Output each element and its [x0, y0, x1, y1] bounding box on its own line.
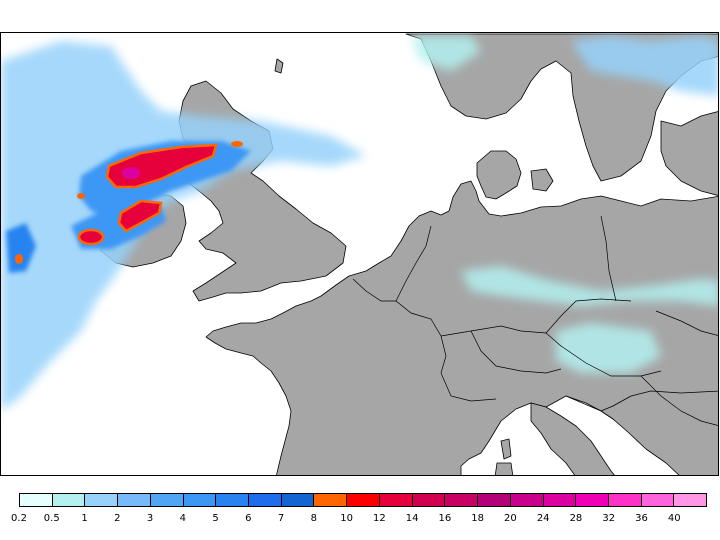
legend-tick-label: 14 [405, 513, 419, 524]
legend-swatch [576, 494, 609, 506]
legend-colorbar [19, 493, 707, 507]
precip-orange-nw [77, 193, 85, 199]
legend-swatch [478, 494, 511, 506]
legend-tick-label: 16 [438, 513, 452, 524]
legend-tick-label: 1 [81, 513, 88, 524]
legend-tick-label: 7 [277, 513, 285, 524]
legend-tick-label: 24 [536, 513, 550, 524]
legend-swatch [314, 494, 348, 506]
corsica [500, 438, 512, 460]
legend-tick-label: 20 [504, 513, 517, 524]
precip-atlantic-band [1, 41, 366, 411]
legend-swatch [216, 494, 250, 506]
legend-swatch [608, 494, 642, 506]
legend-tick-label: 0.5 [43, 513, 60, 524]
precip-orange-w [15, 254, 23, 264]
legend-labels: 0.2 0.5 1 2 3 4 5 6 7 8 10 12 14 16 18 20 24 28 32 36 40 [0, 511, 720, 527]
precipitation-map [0, 32, 719, 476]
shetland [274, 58, 284, 74]
great-britain [178, 80, 347, 302]
legend-swatch [445, 494, 479, 506]
denmark [476, 150, 522, 200]
italy [530, 402, 615, 475]
precip-orange-mull [231, 141, 243, 147]
legend-swatch [118, 494, 151, 506]
legend-swatch [20, 494, 53, 506]
legend-tick-label: 10 [340, 513, 353, 524]
legend-tick-label: 28 [569, 513, 583, 524]
legend-swatch [249, 494, 282, 506]
legend-swatch [183, 494, 217, 506]
legend-swatch [281, 494, 315, 506]
precip-max-ireland-w [77, 228, 105, 246]
legend-swatch [641, 494, 675, 506]
precip-peak-scotland [122, 167, 140, 179]
precipitation-layer [1, 36, 718, 411]
legend-swatch [85, 494, 119, 506]
balkans [600, 390, 718, 475]
country-borders [352, 215, 718, 426]
legend-swatch [510, 494, 544, 506]
map-canvas [1, 33, 718, 475]
legend-tick-label: 40 [667, 513, 681, 524]
legend-tick-label: 5 [212, 513, 219, 524]
legend-tick-label: 4 [179, 513, 186, 524]
precip-max-ireland-n [117, 199, 163, 233]
legend-swatch [543, 494, 577, 506]
legend-tick-label: 0.2 [11, 513, 27, 524]
baltic-east [660, 111, 718, 196]
land-layer [95, 33, 718, 475]
legend-tick-label: 3 [146, 513, 154, 524]
precip-north-scand [411, 36, 481, 71]
legend-tick-label: 8 [310, 513, 318, 524]
precip-norway [571, 36, 718, 96]
legend-tick-label: 2 [114, 513, 121, 524]
legend-swatch [52, 494, 86, 506]
legend-swatch [347, 494, 380, 506]
legend-swatch [674, 494, 707, 506]
zealand [530, 168, 554, 192]
sardinia [494, 462, 514, 475]
legend-swatch [412, 494, 446, 506]
legend-tick-label: 12 [373, 513, 386, 524]
legend-tick-label: 6 [245, 513, 252, 524]
legend-tick-label: 18 [471, 513, 485, 524]
legend-tick-label: 32 [602, 513, 616, 524]
legend-swatch [379, 494, 413, 506]
precip-west-blob [6, 223, 36, 273]
precip-central-eu [461, 266, 718, 306]
legend-swatch [150, 494, 184, 506]
legend-tick-label: 36 [635, 513, 648, 524]
